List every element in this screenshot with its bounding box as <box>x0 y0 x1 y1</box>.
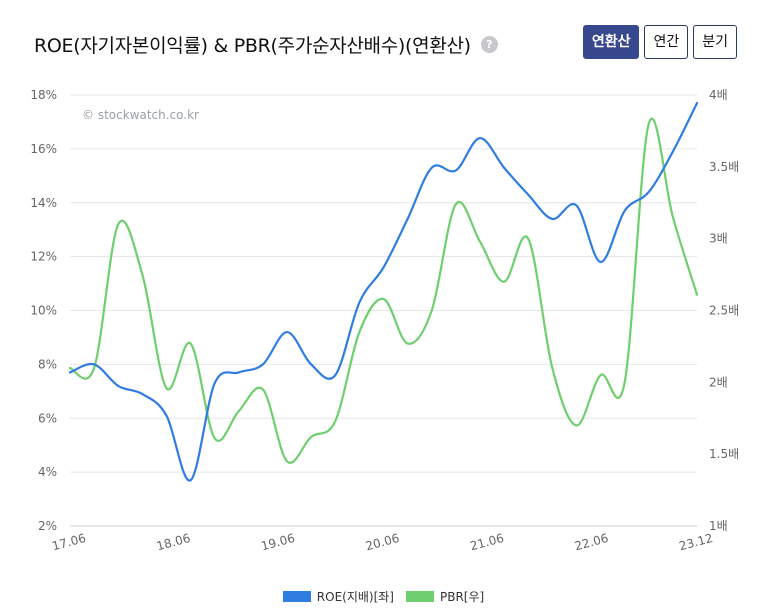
pbr-line <box>68 117 699 464</box>
x-tick-label: 23.12 <box>678 531 715 553</box>
y-left-tick-label: 16% <box>30 142 57 156</box>
y-left-tick-label: 8% <box>38 357 57 371</box>
x-tick-label: 20.06 <box>364 531 401 553</box>
legend-item-roe[interactable]: ROE(지배)[좌] <box>282 588 394 605</box>
page-title: ROE(자기자본이익률) & PBR(주가순자산배수)(연환산) <box>34 34 471 57</box>
tab-annualized[interactable]: 연환산 <box>582 25 640 59</box>
legend-label-pbr: PBR[우] <box>440 590 485 604</box>
y-left-tick-label: 14% <box>30 196 57 210</box>
x-tick-label: 19.06 <box>260 531 297 553</box>
y-right-tick-label: 2배 <box>709 375 728 389</box>
pbr-swatch <box>406 591 434 602</box>
header: ROE(자기자본이익률) & PBR(주가순자산배수)(연환산) ? <box>34 26 498 62</box>
grid-layer <box>70 94 697 527</box>
y-left-tick-label: 2% <box>38 519 57 533</box>
x-tick-label: 21.06 <box>469 531 506 553</box>
y-right-tick-label: 3.5배 <box>709 160 739 174</box>
roe-swatch <box>282 591 311 602</box>
series-layer <box>68 101 699 482</box>
axis-layer: 18% 16% 14% 12% 10% 8% 6% 4% 2% 4배 3.5배 3배 2.5배 2배 1.5… <box>30 88 739 553</box>
y-left-tick-label: 4% <box>38 465 57 479</box>
x-tick-label: 22.06 <box>573 531 610 553</box>
y-left-tick-label: 6% <box>38 411 57 425</box>
question-icon[interactable]: ? <box>480 35 498 53</box>
legend-item-pbr[interactable]: PBR[우] <box>406 588 484 605</box>
roe-line <box>68 101 699 482</box>
y-right-tick-label: 1.5배 <box>709 447 739 461</box>
period-tabs: 연환산 연간 분기 <box>582 25 737 59</box>
y-right-tick-label: 2.5배 <box>709 304 739 318</box>
y-left-tick-label: 12% <box>30 250 57 264</box>
tab-quarterly[interactable]: 분기 <box>693 25 737 59</box>
y-right-tick-label: 3배 <box>709 232 728 246</box>
y-right-tick-label: 1배 <box>709 519 728 533</box>
y-left-tick-label: 18% <box>30 88 57 102</box>
y-right-tick-label: 4배 <box>709 88 728 102</box>
y-left-tick-label: 10% <box>30 304 57 318</box>
watermark: © stockwatch.co.kr <box>82 108 199 122</box>
legend-label-roe: ROE(지배)[좌] <box>316 590 394 604</box>
tab-annual[interactable]: 연간 <box>644 25 689 59</box>
legend: ROE(지배)[좌] PBR[우] <box>0 588 767 605</box>
x-tick-label: 17.06 <box>51 531 88 553</box>
x-tick-label: 18.06 <box>155 531 192 553</box>
